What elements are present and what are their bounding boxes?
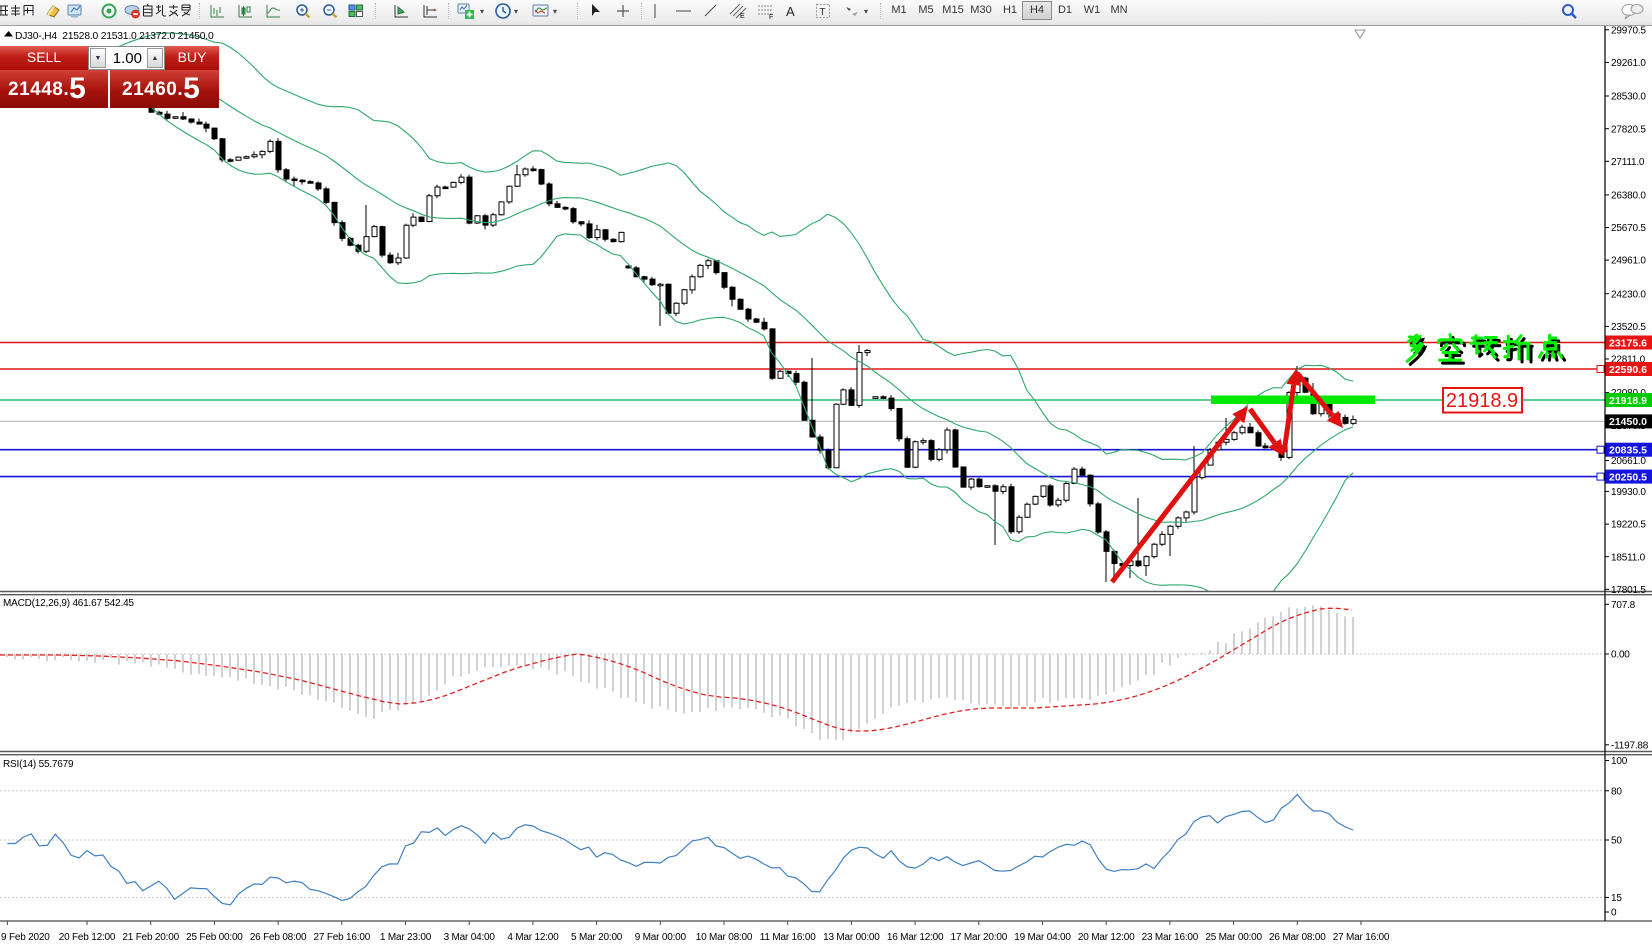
svg-text:20 Mar 12:00: 20 Mar 12:00 xyxy=(1078,932,1135,943)
svg-text:15: 15 xyxy=(1611,893,1622,904)
svg-text:25 Mar 00:00: 25 Mar 00:00 xyxy=(1205,932,1262,943)
svg-text:20 Feb 12:00: 20 Feb 12:00 xyxy=(59,932,116,943)
svg-text:27111.0: 27111.0 xyxy=(1611,157,1645,168)
svg-text:27 Feb 16:00: 27 Feb 16:00 xyxy=(314,932,371,943)
svg-text:23 Mar 16:00: 23 Mar 16:00 xyxy=(1142,932,1199,943)
svg-text:19220.5: 19220.5 xyxy=(1611,520,1646,531)
svg-text:10 Mar 08:00: 10 Mar 08:00 xyxy=(696,932,753,943)
svg-text:4 Mar 12:00: 4 Mar 12:00 xyxy=(507,932,559,943)
svg-text:27 Mar 16:00: 27 Mar 16:00 xyxy=(1333,932,1390,943)
svg-text:0.00: 0.00 xyxy=(1611,650,1630,661)
svg-text:9 Mar 00:00: 9 Mar 00:00 xyxy=(635,932,687,943)
svg-text:27820.5: 27820.5 xyxy=(1611,124,1646,135)
svg-text:21918.9: 21918.9 xyxy=(1446,390,1518,412)
svg-text:26 Feb 08:00: 26 Feb 08:00 xyxy=(250,932,307,943)
svg-text:80: 80 xyxy=(1611,786,1622,797)
svg-text:20835.5: 20835.5 xyxy=(1609,445,1647,457)
svg-text:21450.0: 21450.0 xyxy=(1609,416,1647,428)
svg-text:19 Mar 04:00: 19 Mar 04:00 xyxy=(1014,932,1071,943)
svg-text:25670.5: 25670.5 xyxy=(1611,223,1646,234)
svg-text:9 Feb 2020: 9 Feb 2020 xyxy=(1,932,50,943)
svg-text:13 Mar 00:00: 13 Mar 00:00 xyxy=(823,932,880,943)
svg-text:0: 0 xyxy=(1611,908,1617,919)
svg-text:E: E xyxy=(740,13,745,20)
svg-text:23175.6: 23175.6 xyxy=(1609,337,1647,349)
svg-text:25 Feb 00:00: 25 Feb 00:00 xyxy=(186,932,243,943)
svg-text:22811.0: 22811.0 xyxy=(1611,355,1646,366)
svg-text:24230.0: 24230.0 xyxy=(1611,289,1646,300)
svg-text:50: 50 xyxy=(1611,836,1622,847)
svg-text:26380.0: 26380.0 xyxy=(1611,191,1646,202)
svg-text:24961.0: 24961.0 xyxy=(1611,256,1646,267)
svg-text:17 Mar 20:00: 17 Mar 20:00 xyxy=(951,932,1008,943)
svg-text:707.8: 707.8 xyxy=(1611,600,1636,611)
svg-text:20661.0: 20661.0 xyxy=(1611,456,1646,467)
svg-text:20250.5: 20250.5 xyxy=(1609,471,1647,483)
svg-text:16 Mar 12:00: 16 Mar 12:00 xyxy=(887,932,944,943)
svg-text:22590.6: 22590.6 xyxy=(1609,364,1647,376)
svg-text:21 Feb 20:00: 21 Feb 20:00 xyxy=(122,932,179,943)
svg-text:26 Mar 08:00: 26 Mar 08:00 xyxy=(1269,932,1326,943)
svg-text:29970.5: 29970.5 xyxy=(1611,25,1646,36)
svg-text:21918.9: 21918.9 xyxy=(1609,395,1647,407)
svg-text:5 Mar 20:00: 5 Mar 20:00 xyxy=(571,932,623,943)
svg-text:-1197.88: -1197.88 xyxy=(1611,740,1649,751)
svg-text:3 Mar 04:00: 3 Mar 04:00 xyxy=(444,932,496,943)
svg-text:11 Mar 16:00: 11 Mar 16:00 xyxy=(760,932,816,943)
svg-text:23520.5: 23520.5 xyxy=(1611,322,1646,333)
svg-text:F: F xyxy=(769,14,773,20)
svg-text:18511.0: 18511.0 xyxy=(1611,552,1646,563)
svg-text:DJ30-,H4 21528.0 21531.0 2137: DJ30-,H4 21528.0 21531.0 21372.0 21450.0 xyxy=(15,31,214,42)
svg-text:17801.5: 17801.5 xyxy=(1611,585,1646,596)
svg-text:RSI(14) 55.7679: RSI(14) 55.7679 xyxy=(3,759,74,770)
svg-text:19930.0: 19930.0 xyxy=(1611,487,1646,498)
svg-text:28530.0: 28530.0 xyxy=(1611,92,1646,103)
svg-text:100: 100 xyxy=(1611,756,1628,767)
svg-text:29261.0: 29261.0 xyxy=(1611,58,1646,69)
svg-text:1 Mar 23:00: 1 Mar 23:00 xyxy=(380,932,432,943)
svg-text:T: T xyxy=(820,7,826,18)
svg-text:MACD(12,26,9) 461.67 542.45: MACD(12,26,9) 461.67 542.45 xyxy=(3,598,134,609)
